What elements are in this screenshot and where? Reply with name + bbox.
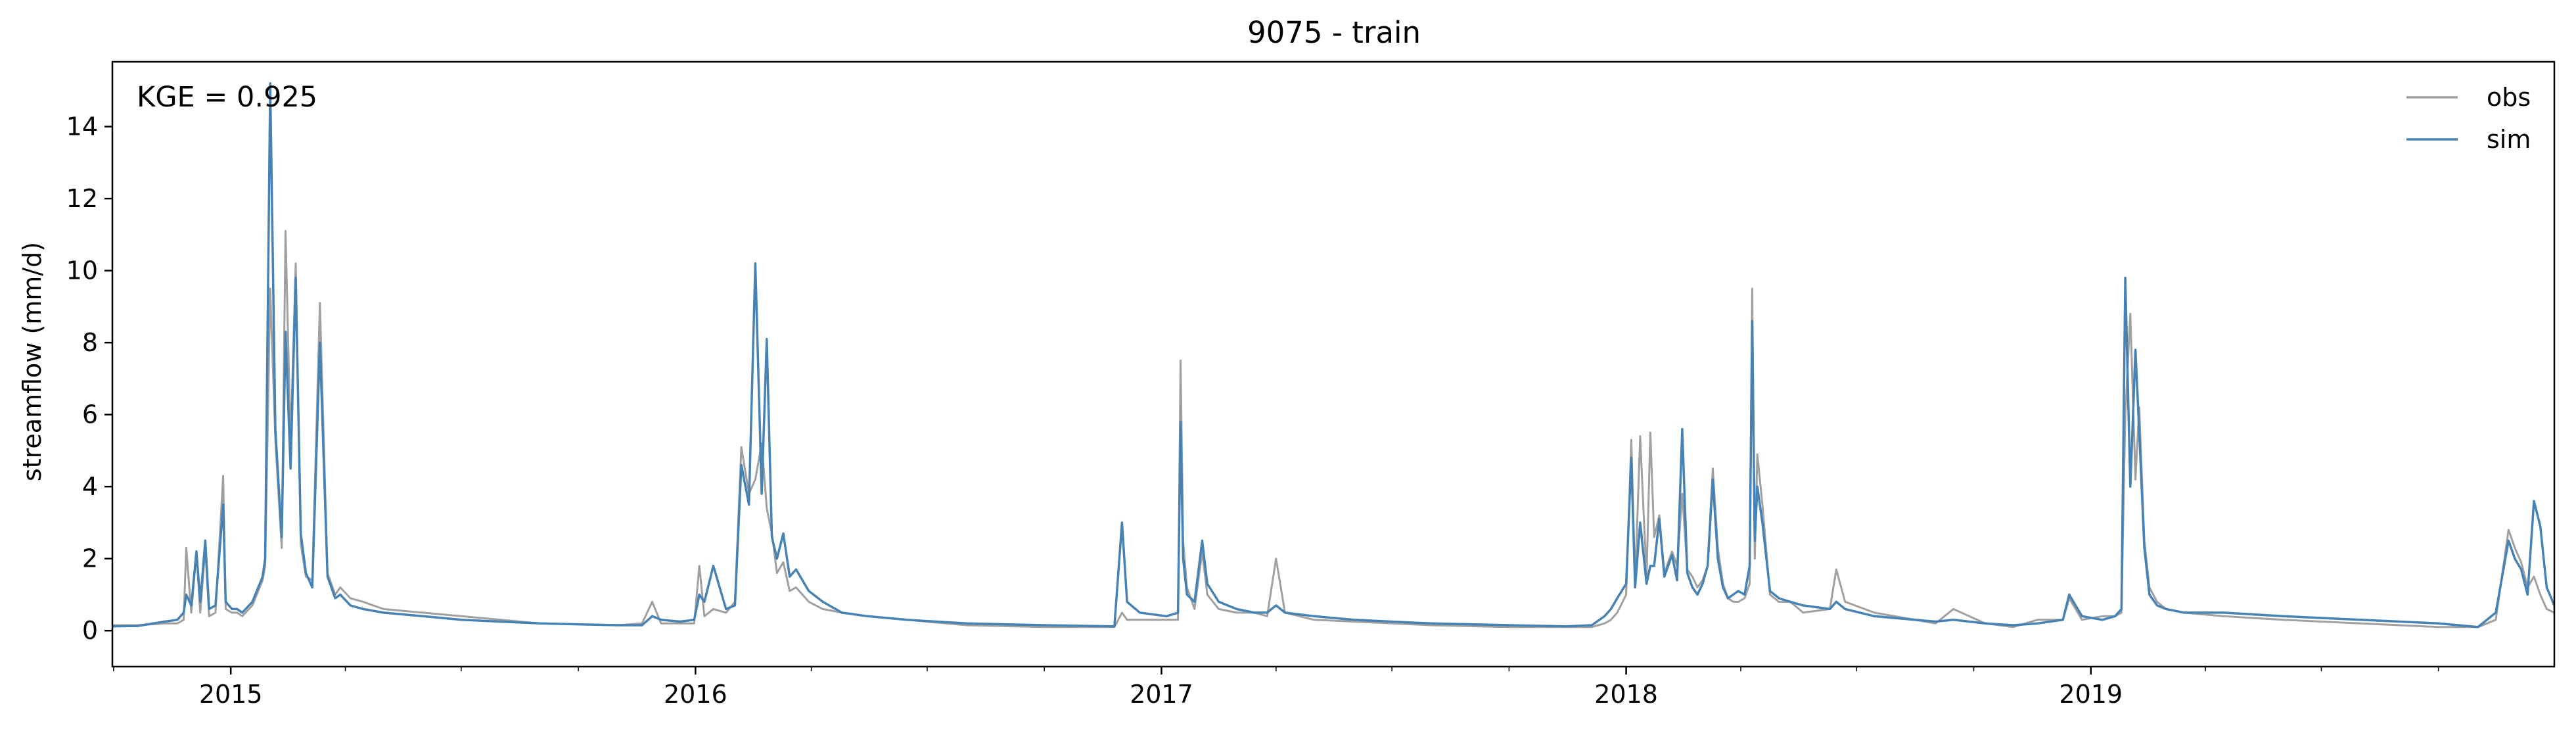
series-line-sim — [112, 82, 2554, 628]
y-tick-label: 8 — [82, 328, 98, 357]
legend-label-obs: obs — [2487, 83, 2531, 112]
y-tick-label: 4 — [82, 472, 98, 501]
x-tick-label: 2018 — [1594, 680, 1658, 709]
y-axis-label: streamflow (mm/d) — [18, 242, 47, 481]
kge-annotation: KGE = 0.925 — [137, 81, 317, 114]
plot-frame — [111, 60, 2556, 668]
y-tick-label: 12 — [66, 184, 98, 213]
y-axis-ticks: 0 2 4 6 8 10 12 14 — [66, 112, 112, 645]
x-tick-label: 2017 — [1130, 680, 1193, 709]
y-tick-label: 10 — [66, 256, 98, 285]
y-tick-label: 14 — [66, 112, 98, 141]
x-tick-label: 2015 — [199, 680, 263, 709]
x-tick-label: 2019 — [2059, 680, 2123, 709]
y-tick-label: 2 — [82, 544, 98, 573]
y-tick-label: 0 — [82, 616, 98, 645]
series-layer — [112, 82, 2554, 628]
x-tick-label: 2016 — [664, 680, 727, 709]
chart-title: 9075 - train — [1247, 15, 1421, 50]
legend-label-sim: sim — [2487, 125, 2531, 154]
y-tick-label: 6 — [82, 400, 98, 429]
legend: obs sim — [2406, 83, 2531, 154]
x-axis-ticks: 2015 2016 2017 2018 2019 — [113, 667, 2439, 709]
